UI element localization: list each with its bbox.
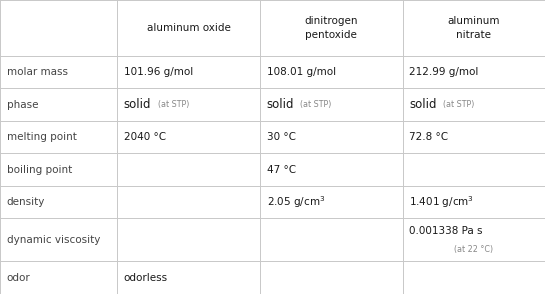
Text: 101.96 g/mol: 101.96 g/mol <box>124 67 193 77</box>
Text: 2040 °C: 2040 °C <box>124 132 166 142</box>
Text: 0.001338 Pa s: 0.001338 Pa s <box>409 225 483 235</box>
Text: 108.01 g/mol: 108.01 g/mol <box>267 67 336 77</box>
Text: (at 22 °C): (at 22 °C) <box>455 245 493 254</box>
Text: (at STP): (at STP) <box>158 100 189 109</box>
Text: (at STP): (at STP) <box>300 100 332 109</box>
Text: 212.99 g/mol: 212.99 g/mol <box>409 67 479 77</box>
Text: solid: solid <box>124 98 151 111</box>
Text: molar mass: molar mass <box>7 67 68 77</box>
Text: 1.401 g/cm$^3$: 1.401 g/cm$^3$ <box>409 194 474 210</box>
Text: 30 °C: 30 °C <box>267 132 295 142</box>
Text: aluminum
nitrate: aluminum nitrate <box>447 16 500 40</box>
Text: odorless: odorless <box>124 273 168 283</box>
Text: boiling point: boiling point <box>7 165 72 175</box>
Text: melting point: melting point <box>7 132 76 142</box>
Text: aluminum oxide: aluminum oxide <box>147 23 231 33</box>
Text: 47 °C: 47 °C <box>267 165 295 175</box>
Text: 2.05 g/cm$^3$: 2.05 g/cm$^3$ <box>267 194 325 210</box>
Text: (at STP): (at STP) <box>443 100 475 109</box>
Text: solid: solid <box>409 98 437 111</box>
Text: density: density <box>7 197 45 207</box>
Text: solid: solid <box>267 98 294 111</box>
Text: dynamic viscosity: dynamic viscosity <box>7 235 100 245</box>
Text: odor: odor <box>7 273 31 283</box>
Text: 72.8 °C: 72.8 °C <box>409 132 449 142</box>
Text: dinitrogen
pentoxide: dinitrogen pentoxide <box>305 16 358 40</box>
Text: phase: phase <box>7 100 38 110</box>
